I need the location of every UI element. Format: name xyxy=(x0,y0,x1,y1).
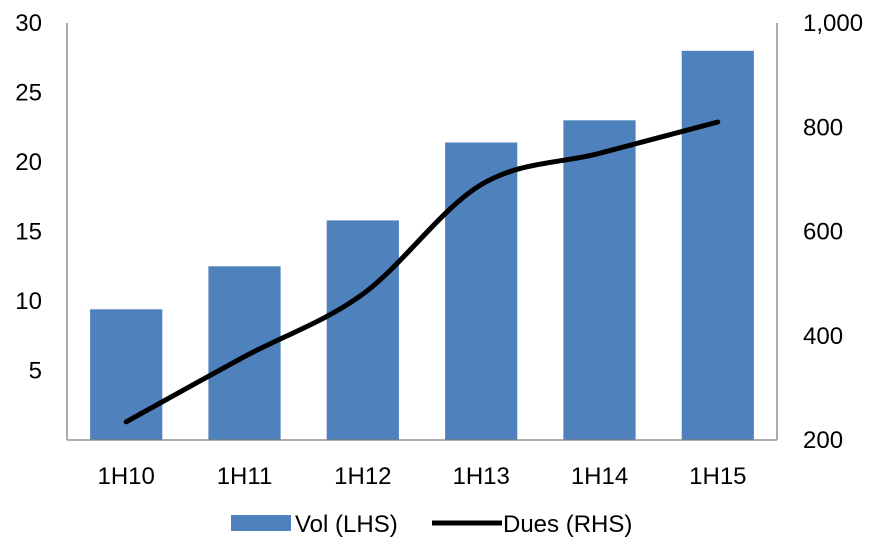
x-tick-label: 1H11 xyxy=(217,463,273,490)
bar-1h12 xyxy=(326,220,399,440)
x-tick-label: 1H10 xyxy=(97,463,154,490)
bar-1h13 xyxy=(445,142,518,440)
right-tick-label: 600 xyxy=(803,219,843,246)
x-tick-label: 1H12 xyxy=(334,463,391,490)
right-tick-label: 800 xyxy=(803,114,843,141)
x-tick-label: 1H14 xyxy=(571,463,628,490)
line-layer xyxy=(123,119,721,425)
legend-swatch-vol xyxy=(231,515,291,531)
left-tick-label: 5 xyxy=(29,358,42,385)
bar-1h10 xyxy=(90,309,163,440)
left-tick-label: 25 xyxy=(15,80,42,107)
right-tick-label: 200 xyxy=(803,427,843,454)
bar-1h11 xyxy=(208,266,281,441)
legend-label-vol: Vol (LHS) xyxy=(295,511,398,538)
legend-label-dues: Dues (RHS) xyxy=(503,511,632,538)
right-tick-label: 400 xyxy=(803,323,843,350)
x-tick-label: 1H13 xyxy=(452,463,509,490)
left-tick-label: 20 xyxy=(15,149,42,176)
legend: Vol (LHS) Dues (RHS) xyxy=(231,511,632,538)
x-tick-label: 1H15 xyxy=(689,463,746,490)
bar-1h14 xyxy=(563,120,636,441)
left-tick-label: 15 xyxy=(15,219,42,246)
labels-layer: 5 10 15 20 25 30 200 400 600 800 1,000 1H10 1H11 1H12… xyxy=(15,10,863,490)
bars-layer xyxy=(90,50,754,441)
left-tick-label: 30 xyxy=(15,10,42,37)
left-tick-label: 10 xyxy=(15,288,42,315)
dues-line xyxy=(123,119,721,425)
bar-1h15 xyxy=(681,50,754,441)
axes-layer xyxy=(66,23,778,441)
right-tick-label: 1,000 xyxy=(803,10,863,37)
